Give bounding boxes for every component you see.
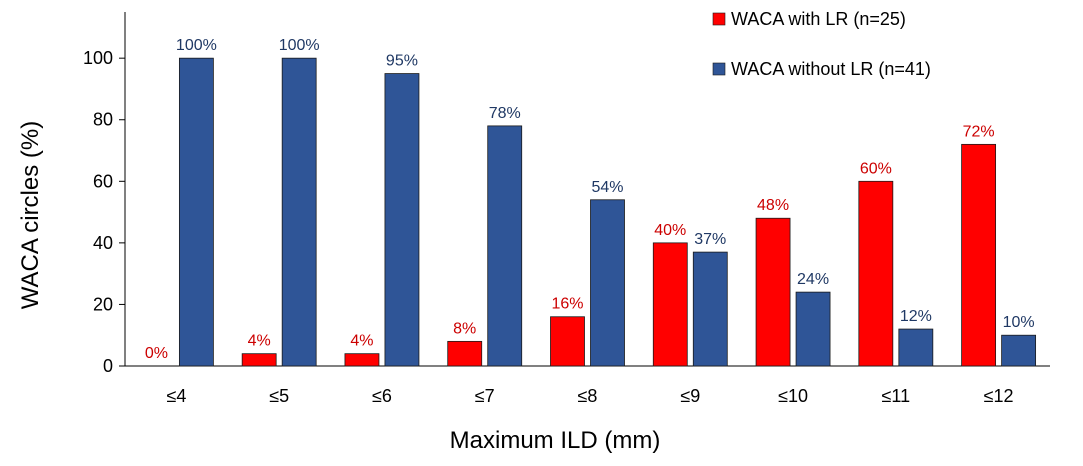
bar-with-lr xyxy=(447,340,483,367)
bar-with-lr xyxy=(550,316,585,367)
bar-without-lr xyxy=(590,199,625,367)
x-tick-label: ≤4 xyxy=(166,386,186,406)
data-label: 16% xyxy=(551,296,583,313)
bar-with-lr xyxy=(858,180,894,367)
data-label: 54% xyxy=(591,179,623,196)
y-tick-label: 20 xyxy=(93,294,113,314)
bar-with-lr xyxy=(755,217,791,367)
y-tick-label: 100 xyxy=(83,48,113,68)
bar-with-lr xyxy=(241,353,277,367)
data-label: 12% xyxy=(900,308,932,325)
data-label: 4% xyxy=(350,333,373,350)
legend-label: WACA without LR (n=41) xyxy=(731,59,931,79)
x-axis-title: Maximum ILD (mm) xyxy=(450,427,661,454)
legend-swatch xyxy=(712,62,726,76)
data-label: 0% xyxy=(145,345,168,362)
data-label: 24% xyxy=(797,271,829,288)
data-label: 72% xyxy=(963,123,995,140)
y-tick-label: 0 xyxy=(103,356,113,376)
data-label: 95% xyxy=(386,53,418,70)
legend: WACA with LR (n=25) WACA without LR (n=41… xyxy=(712,9,931,79)
x-tick-label: ≤11 xyxy=(882,386,911,406)
data-label: 100% xyxy=(279,37,320,54)
bar-without-lr xyxy=(795,291,831,367)
bar-without-lr xyxy=(487,125,523,367)
bar-without-lr xyxy=(178,57,214,367)
bar-without-lr xyxy=(281,57,317,367)
bar-with-lr xyxy=(344,353,380,367)
data-label: 100% xyxy=(176,37,217,54)
data-label: 4% xyxy=(248,333,271,350)
x-tick-label: ≤8 xyxy=(578,386,598,406)
x-tick-label: ≤9 xyxy=(680,386,700,406)
data-label: 10% xyxy=(1003,314,1035,331)
data-label: 8% xyxy=(453,320,476,337)
bar-with-lr xyxy=(961,143,997,367)
bar-without-lr xyxy=(692,251,728,367)
data-label: 40% xyxy=(654,222,686,239)
x-tick-label: ≤7 xyxy=(475,386,495,406)
bar-with-lr xyxy=(652,242,688,367)
y-tick-label: 40 xyxy=(93,233,113,253)
bar-without-lr xyxy=(384,73,420,367)
legend-swatch xyxy=(712,12,726,26)
y-tick-label: 60 xyxy=(93,171,113,191)
y-axis-title: WACA circles (%) xyxy=(17,121,44,309)
x-tick-label: ≤5 xyxy=(269,386,289,406)
y-tick-label: 80 xyxy=(93,110,113,130)
x-tick-label: ≤10 xyxy=(778,386,808,406)
data-label: 60% xyxy=(860,160,892,177)
bar-without-lr xyxy=(898,328,934,367)
legend-label: WACA with LR (n=25) xyxy=(731,9,906,29)
plot-area: 0 20 40 60 80 100 ≤4 0% 100% ≤5 4% 100% ≤6 4% 95% ≤7 8% 7… xyxy=(83,12,1050,406)
data-label: 37% xyxy=(694,231,726,248)
data-label: 78% xyxy=(489,105,521,122)
x-tick-label: ≤12 xyxy=(984,386,1014,406)
data-label: 48% xyxy=(757,197,789,214)
bar-without-lr xyxy=(1001,334,1037,367)
x-tick-label: ≤6 xyxy=(372,386,392,406)
